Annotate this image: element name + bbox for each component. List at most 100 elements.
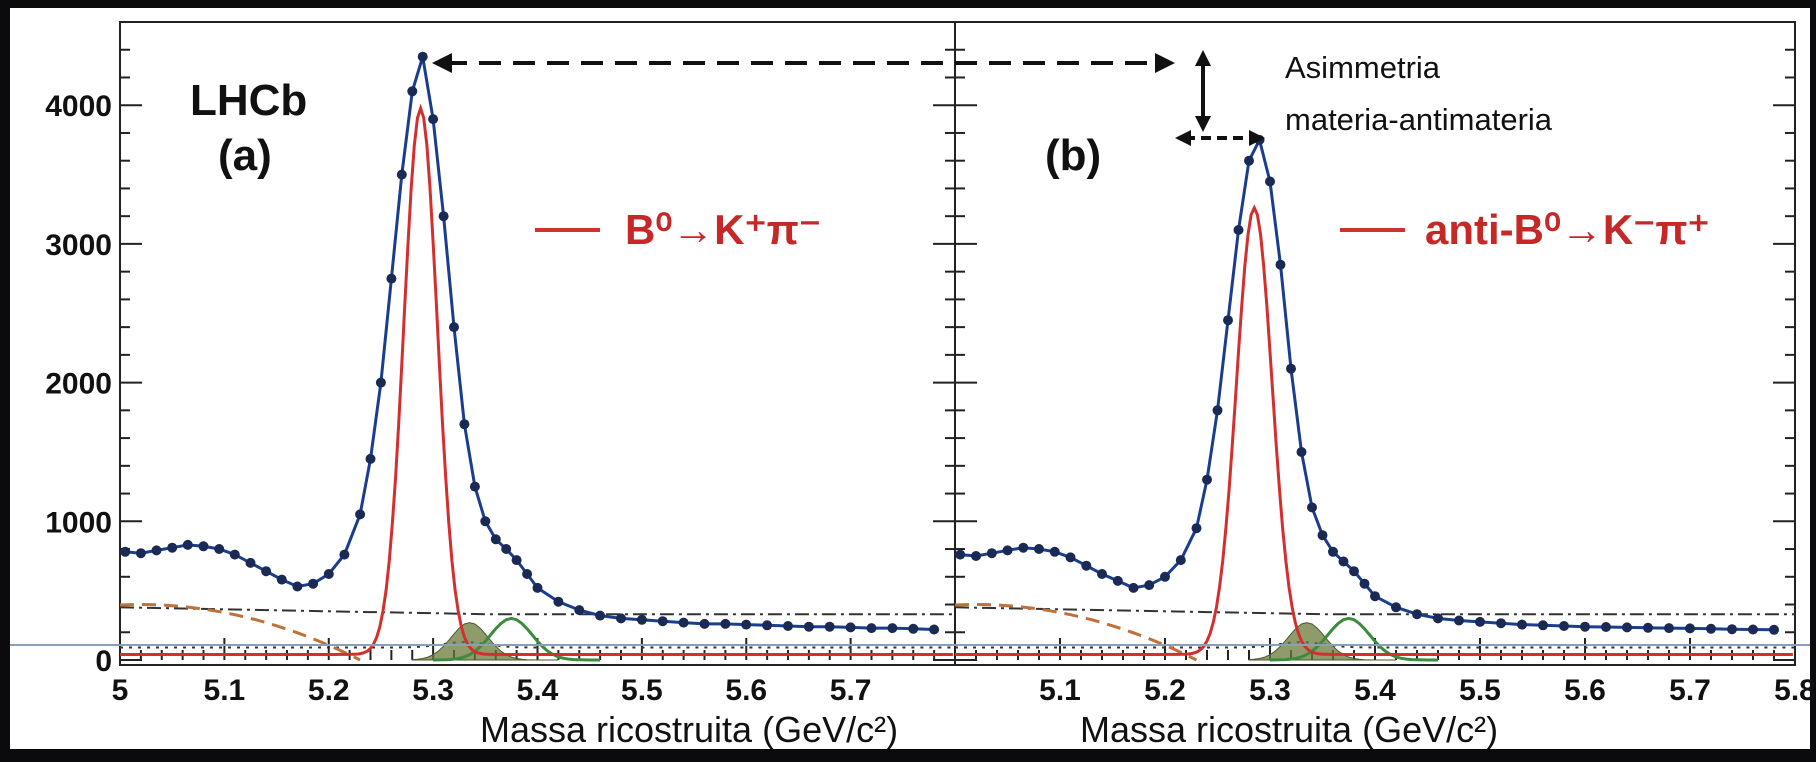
data-point [1317, 530, 1328, 541]
data-point [1144, 580, 1155, 591]
y-tick-label: 3000 [45, 229, 112, 262]
combinatorial-background-curve [119, 606, 955, 616]
arrow-head-left [432, 53, 452, 73]
data-point [1685, 623, 1695, 634]
data-point [120, 546, 131, 557]
data-point [1112, 575, 1123, 586]
data-point [1049, 546, 1060, 557]
data-point [135, 548, 146, 559]
data-point [1018, 542, 1029, 553]
data-point [182, 539, 193, 550]
data-point [407, 86, 418, 97]
panel-b-plot-area [954, 21, 1796, 666]
panel-a-plot-area [119, 21, 956, 666]
partial-background-curve [954, 602, 1198, 662]
panel-a: 0 1000 2000 3000 4000 5 5.1 5.2 5.3 5.4 5.5 5.6 5.7… [45, 21, 956, 750]
data-point [1191, 523, 1202, 534]
y-axis-ticks: 0 1000 2000 3000 4000 [45, 90, 112, 678]
experiment-label: LHCb [190, 76, 307, 125]
panel-a-legend-text: B⁰→K⁺π⁻ [625, 206, 821, 253]
data-point [1202, 474, 1212, 485]
panel-a-total-fit-curve [125, 56, 935, 631]
data-point [971, 551, 981, 561]
data-point [783, 621, 793, 631]
x-tick-label: 5.4 [517, 674, 559, 707]
data-point [323, 569, 334, 579]
data-point [1517, 619, 1527, 630]
partial-background-curve [119, 602, 361, 662]
data-point [1664, 623, 1674, 634]
data-point [438, 211, 449, 222]
data-point [908, 623, 919, 634]
panel-b-background-components [954, 602, 1795, 662]
data-point [1643, 622, 1653, 633]
asymmetry-arrow-up [1195, 50, 1211, 66]
x-tick-label: 5.2 [308, 674, 350, 707]
data-point [986, 548, 997, 559]
data-point [657, 616, 668, 627]
data-point [1065, 552, 1076, 563]
data-point [428, 114, 439, 125]
data-point [501, 544, 512, 554]
asymmetry-arrow-left [1175, 130, 1191, 146]
data-point [198, 541, 209, 552]
arrow-head-right [1155, 53, 1175, 73]
data-point [1706, 623, 1716, 634]
data-point [929, 624, 940, 635]
data-point [1034, 544, 1044, 554]
data-point [699, 618, 710, 629]
data-point [229, 549, 240, 560]
panel-a-background-components [119, 602, 955, 662]
data-point [292, 581, 303, 592]
x-tick-label: 5.5 [1459, 674, 1501, 707]
x-tick-label: 5.4 [1354, 674, 1396, 707]
bs-background-curve [1269, 616, 1438, 662]
data-point [1275, 259, 1286, 270]
data-point [803, 621, 814, 632]
data-point [1475, 616, 1485, 627]
data-point [308, 578, 319, 589]
y-tick-label: 4000 [45, 90, 112, 123]
data-point [1622, 622, 1632, 633]
data-point [167, 542, 178, 553]
data-point [1454, 615, 1464, 626]
data-point [955, 549, 966, 560]
panel-b-total-fit-curve [960, 135, 1775, 632]
data-point [1097, 569, 1107, 579]
data-point [469, 481, 480, 492]
data-point [574, 605, 585, 616]
data-point [1233, 225, 1244, 235]
y-tick-label: 2000 [45, 368, 112, 401]
asymmetry-arrows [432, 50, 1265, 146]
data-point [339, 549, 350, 560]
x-tick-label: 5.1 [1039, 674, 1081, 707]
data-point [1265, 176, 1275, 187]
data-point [1175, 555, 1186, 566]
x-tick-label: 5.1 [204, 674, 246, 707]
data-point [845, 622, 856, 633]
data-point [553, 596, 564, 607]
data-point [1128, 582, 1139, 593]
data-point [1370, 591, 1380, 602]
data-point [1433, 613, 1443, 624]
x-tick-label: 5.6 [725, 674, 767, 707]
asymmetry-arrow-right [1249, 130, 1265, 146]
data-point [1748, 624, 1758, 635]
asymmetry-arrow-down [1195, 116, 1211, 132]
x-tick-label: 5.7 [1669, 674, 1711, 707]
data-point [1359, 578, 1370, 589]
bs-background-curve [433, 616, 601, 662]
panel-a-signal-curve [120, 103, 953, 656]
data-point [1223, 315, 1233, 326]
data-point [1244, 155, 1254, 166]
x-tick-label: 5.7 [830, 674, 872, 707]
x-tick-label: 5.3 [412, 674, 454, 707]
data-point [1349, 566, 1359, 577]
panel-a-x-axis-ticks: 5 5.1 5.2 5.3 5.4 5.5 5.6 5.7 [112, 674, 872, 707]
data-point [1496, 618, 1506, 629]
x-tick-label: 5.8 [1774, 674, 1816, 707]
asymmetry-annotation-line2: materia-antimateria [1285, 102, 1553, 137]
data-point [386, 273, 397, 284]
data-point [887, 623, 898, 634]
